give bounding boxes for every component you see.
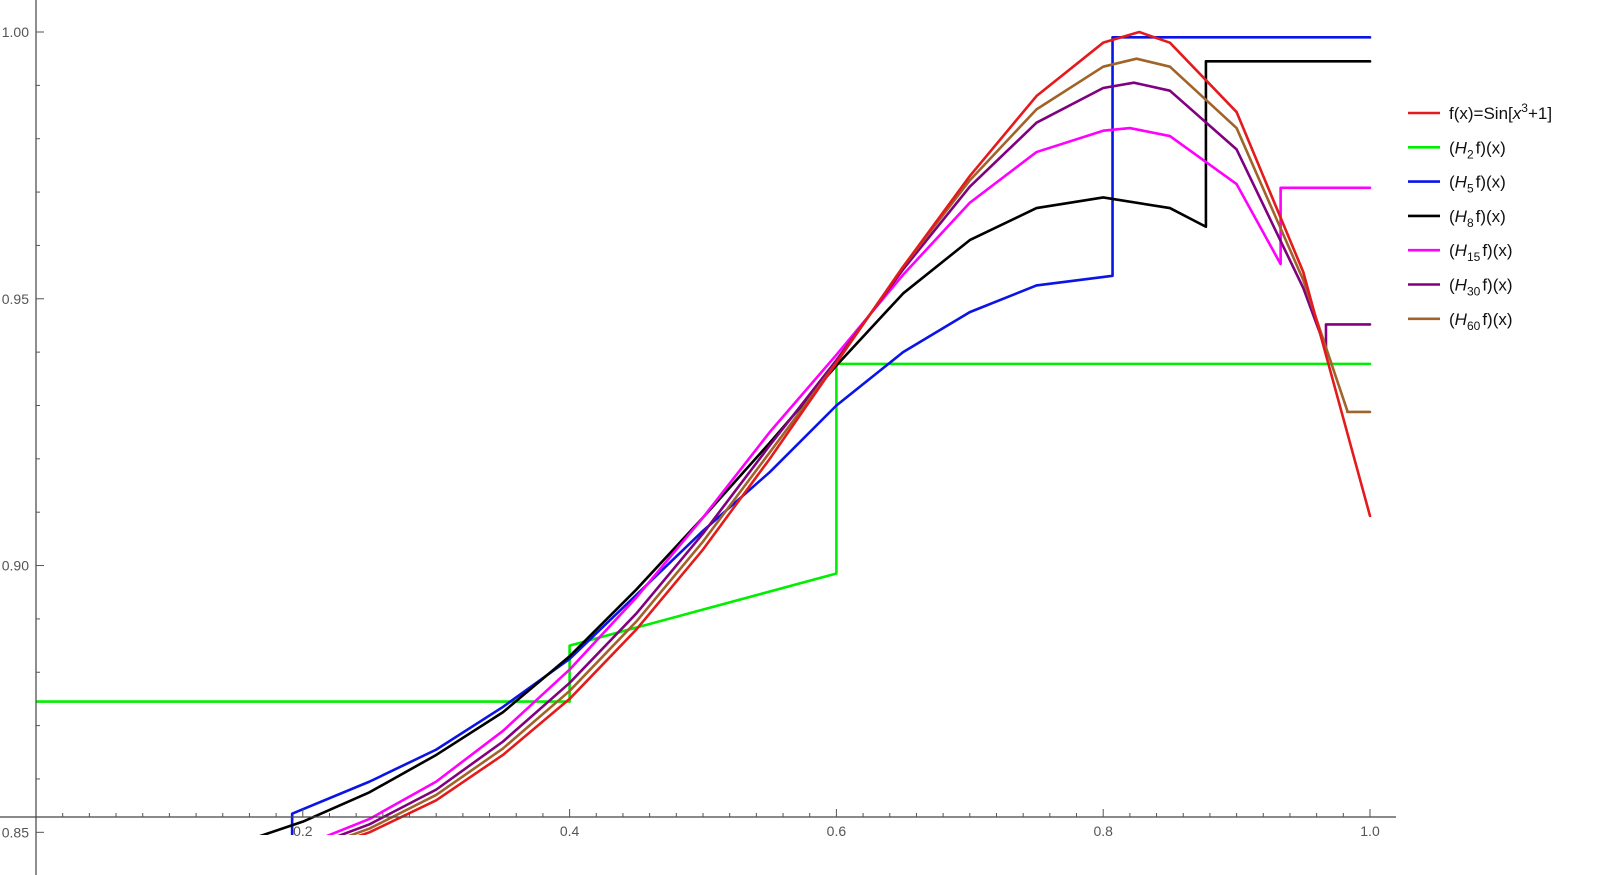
x-tick-label: 0.2 [293, 823, 313, 839]
legend-label: (H30 f)(x) [1449, 276, 1513, 299]
x-ticks: 0.2 0.4 0.6 0.8 1.0 [62, 809, 1380, 839]
y-tick-label: 0.85 [2, 824, 29, 840]
legend-label: f(x)=Sin[x3+1] [1449, 101, 1552, 123]
plot-area [36, 30, 1372, 835]
series-line-3 [259, 60, 1372, 835]
series-line-2 [290, 36, 1372, 835]
legend-label: (H8 f)(x) [1449, 207, 1506, 230]
series-line-6 [347, 57, 1372, 835]
x-tick-label: 0.6 [827, 823, 847, 839]
series-line-4 [325, 126, 1372, 835]
series-line-0 [357, 30, 1372, 835]
x-tick-label: 0.8 [1093, 823, 1113, 839]
legend-label: (H5 f)(x) [1449, 173, 1506, 196]
y-tick-label: 0.95 [2, 291, 29, 307]
legend-label: (H60 f)(x) [1449, 310, 1513, 333]
series-line-1 [36, 362, 1372, 703]
x-tick-label: 1.0 [1360, 823, 1380, 839]
y-ticks: 0.85 0.90 0.95 1.00 [2, 24, 44, 840]
legend-label: (H2 f)(x) [1449, 138, 1506, 161]
series-line-5 [337, 81, 1372, 835]
y-tick-label: 1.00 [2, 24, 29, 40]
x-tick-label: 0.4 [560, 823, 580, 839]
legend: f(x)=Sin[x3+1] (H2 f)(x) (H5 f)(x) (H8 f)(x) (H… [1408, 101, 1552, 333]
axes: 0.2 0.4 0.6 0.8 1.0 0.85 0.90 0.95 1.00 [0, 0, 1396, 875]
y-tick-label: 0.90 [2, 558, 29, 574]
series-layer [36, 30, 1372, 835]
legend-label: (H15 f)(x) [1449, 241, 1513, 264]
